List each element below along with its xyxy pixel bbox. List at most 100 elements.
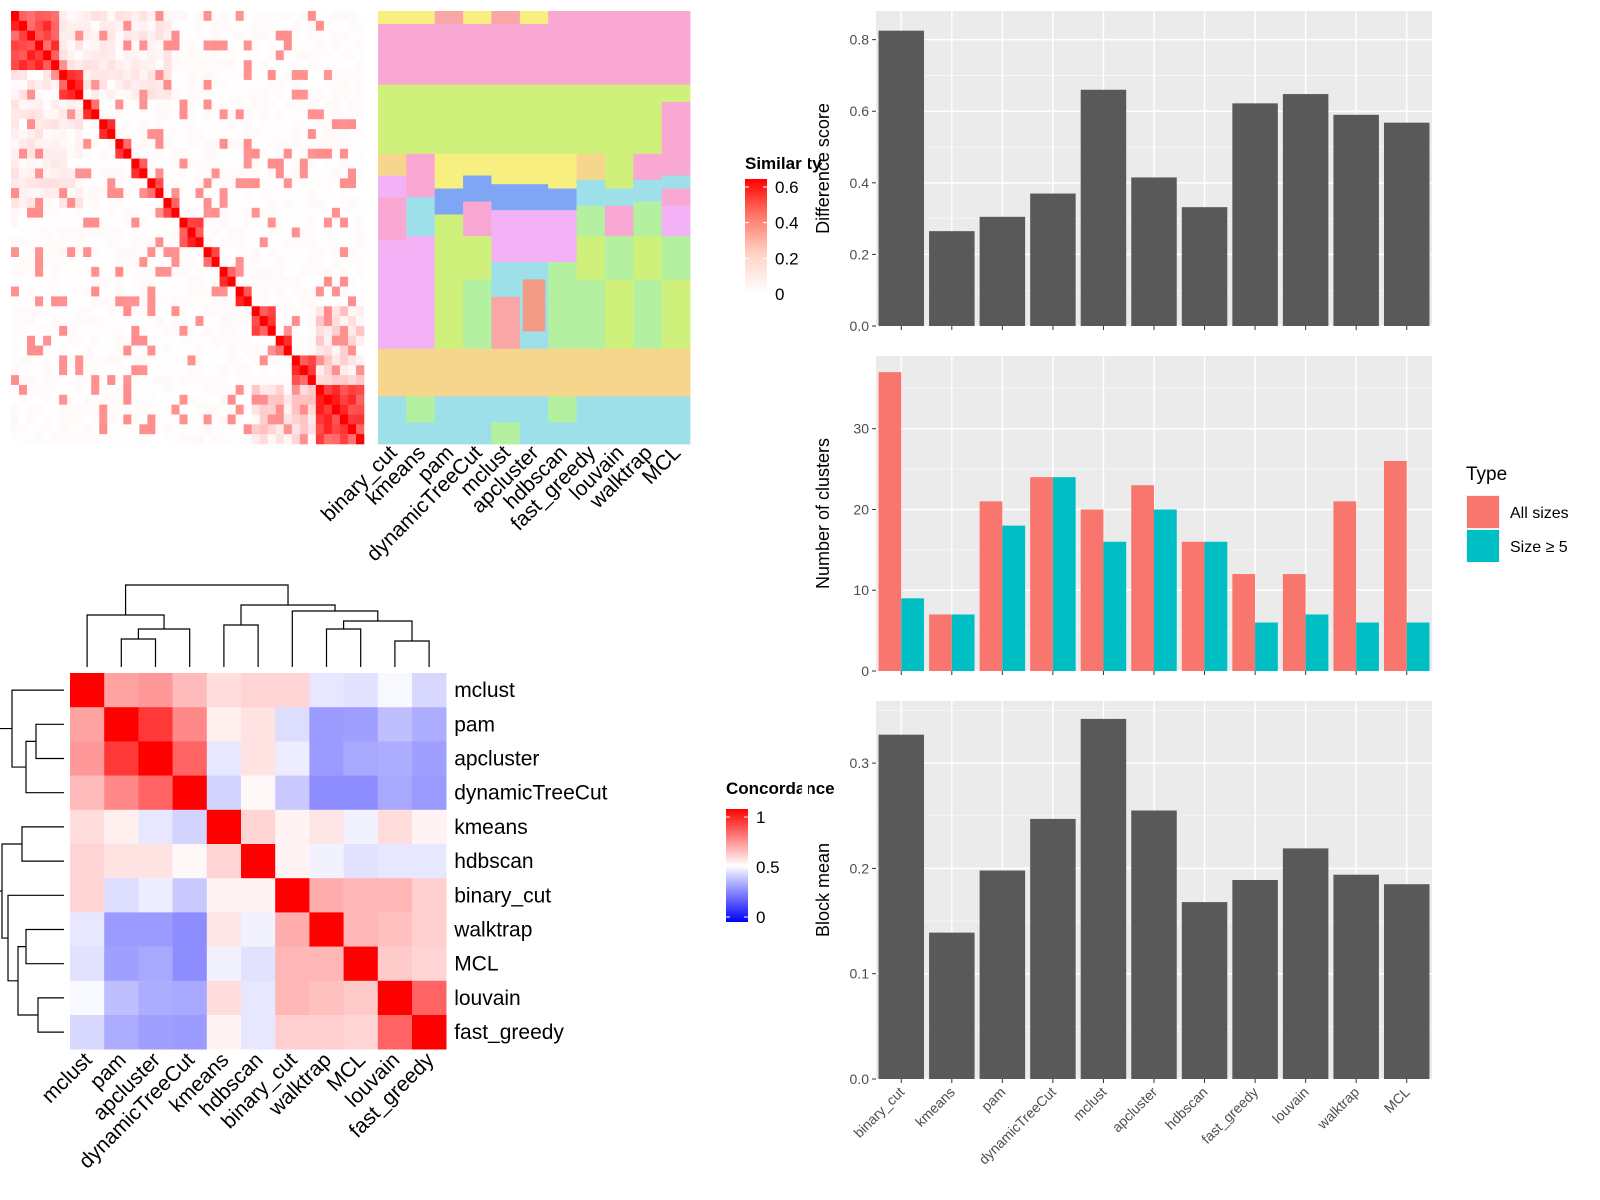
similarity-cell — [19, 316, 28, 327]
similarity-cell — [195, 257, 204, 268]
similarity-cell — [35, 365, 44, 376]
similarity-cell — [139, 266, 148, 277]
concordance-cell — [241, 775, 276, 811]
similarity-cell — [83, 178, 92, 189]
similarity-cell — [59, 365, 68, 376]
similarity-cell — [187, 158, 196, 169]
similarity-cell — [75, 375, 84, 386]
concordance-cell — [309, 673, 344, 708]
similarity-cell — [347, 11, 357, 22]
similarity-cell — [331, 158, 341, 169]
similarity-cell — [259, 30, 269, 41]
similarity-cell — [139, 207, 148, 218]
similarity-cell — [91, 266, 100, 277]
concordance-cell — [104, 912, 139, 947]
similarity-cell — [59, 394, 68, 405]
concordance-column-labels: mclustpamapclusterdynamicTreeCutkmeanshd… — [37, 1048, 439, 1173]
similarity-cell — [331, 40, 341, 51]
similarity-cell — [107, 138, 116, 150]
similarity-cell — [259, 99, 269, 110]
similarity-cell — [347, 60, 357, 71]
similarity-cell — [227, 197, 236, 209]
similarity-cell — [339, 79, 349, 91]
similarity-cell — [187, 335, 196, 346]
similarity-cell — [179, 247, 188, 258]
similarity-cell — [83, 237, 92, 248]
similarity-cell — [251, 257, 260, 268]
cluster-segment — [378, 396, 407, 445]
similarity-cell — [91, 247, 100, 258]
similarity-cell — [211, 119, 220, 130]
similarity-cell — [107, 207, 116, 218]
similarity-cell — [211, 424, 220, 435]
similarity-cell — [219, 79, 228, 91]
similarity-cell — [347, 30, 357, 41]
concordance-cell — [241, 912, 276, 947]
concordance-cell — [206, 912, 242, 947]
similarity-cell — [203, 30, 212, 41]
x-tick-label: pam — [978, 1084, 1009, 1115]
similarity-cell — [67, 217, 76, 228]
similarity-cell — [11, 89, 20, 100]
similarity-cell — [35, 119, 44, 130]
bar — [1333, 501, 1357, 671]
similarity-cell — [59, 345, 68, 356]
similarity-cell — [219, 247, 228, 258]
similarity-cell — [27, 335, 36, 346]
similarity-cell — [35, 345, 44, 356]
similarity-cell — [179, 109, 188, 120]
dendrogram-branch — [17, 946, 38, 1016]
similarity-cell — [339, 227, 349, 238]
similarity-cell — [259, 89, 269, 100]
similarity-cell — [291, 247, 301, 258]
similarity-cell — [267, 286, 277, 297]
similarity-cell — [307, 70, 317, 81]
similarity-cell — [331, 355, 341, 366]
similarity-cell — [147, 247, 156, 258]
similarity-cell — [283, 434, 293, 445]
similarity-cell — [123, 178, 132, 189]
similarity-cell — [91, 109, 100, 120]
concordance-cell — [309, 741, 344, 776]
similarity-cell — [179, 197, 188, 209]
cluster-segment — [633, 396, 663, 445]
similarity-cell — [171, 129, 180, 140]
similarity-cell — [139, 384, 148, 396]
similarity-cell — [115, 276, 124, 287]
similarity-cell — [67, 414, 76, 425]
similarity-cell — [275, 178, 285, 189]
similarity-cell — [51, 158, 60, 169]
similarity-cell — [203, 335, 212, 346]
dendrogram-branch — [21, 826, 64, 862]
similarity-cell — [11, 178, 20, 189]
similarity-cell — [235, 237, 244, 248]
similarity-cell — [11, 237, 20, 248]
similarity-cell — [131, 129, 140, 140]
similarity-cell — [139, 237, 148, 248]
similarity-cell — [203, 384, 212, 396]
similarity-cell — [99, 266, 108, 277]
bar — [1383, 884, 1430, 1079]
similarity-cell — [315, 119, 325, 130]
similarity-cell — [299, 414, 309, 425]
similarity-cell — [283, 158, 293, 169]
cluster-segment — [519, 23, 549, 86]
similarity-cell — [291, 50, 301, 61]
similarity-cell — [339, 109, 349, 120]
similarity-cell — [67, 70, 76, 81]
concordance-cell — [343, 741, 379, 776]
similarity-cell — [219, 11, 228, 22]
similarity-cell — [291, 296, 301, 307]
similarity-cell — [59, 158, 68, 169]
similarity-cell — [51, 434, 60, 445]
concordance-cell — [343, 809, 379, 845]
similarity-cell — [179, 266, 188, 277]
similarity-legend-title: Similarity — [745, 154, 822, 173]
similarity-cell — [203, 227, 212, 238]
similarity-cell — [259, 178, 269, 189]
similarity-cell — [35, 129, 44, 140]
similarity-cell — [163, 148, 172, 159]
similarity-cell — [315, 266, 325, 277]
similarity-cell — [331, 188, 341, 199]
similarity-cell — [35, 404, 44, 415]
